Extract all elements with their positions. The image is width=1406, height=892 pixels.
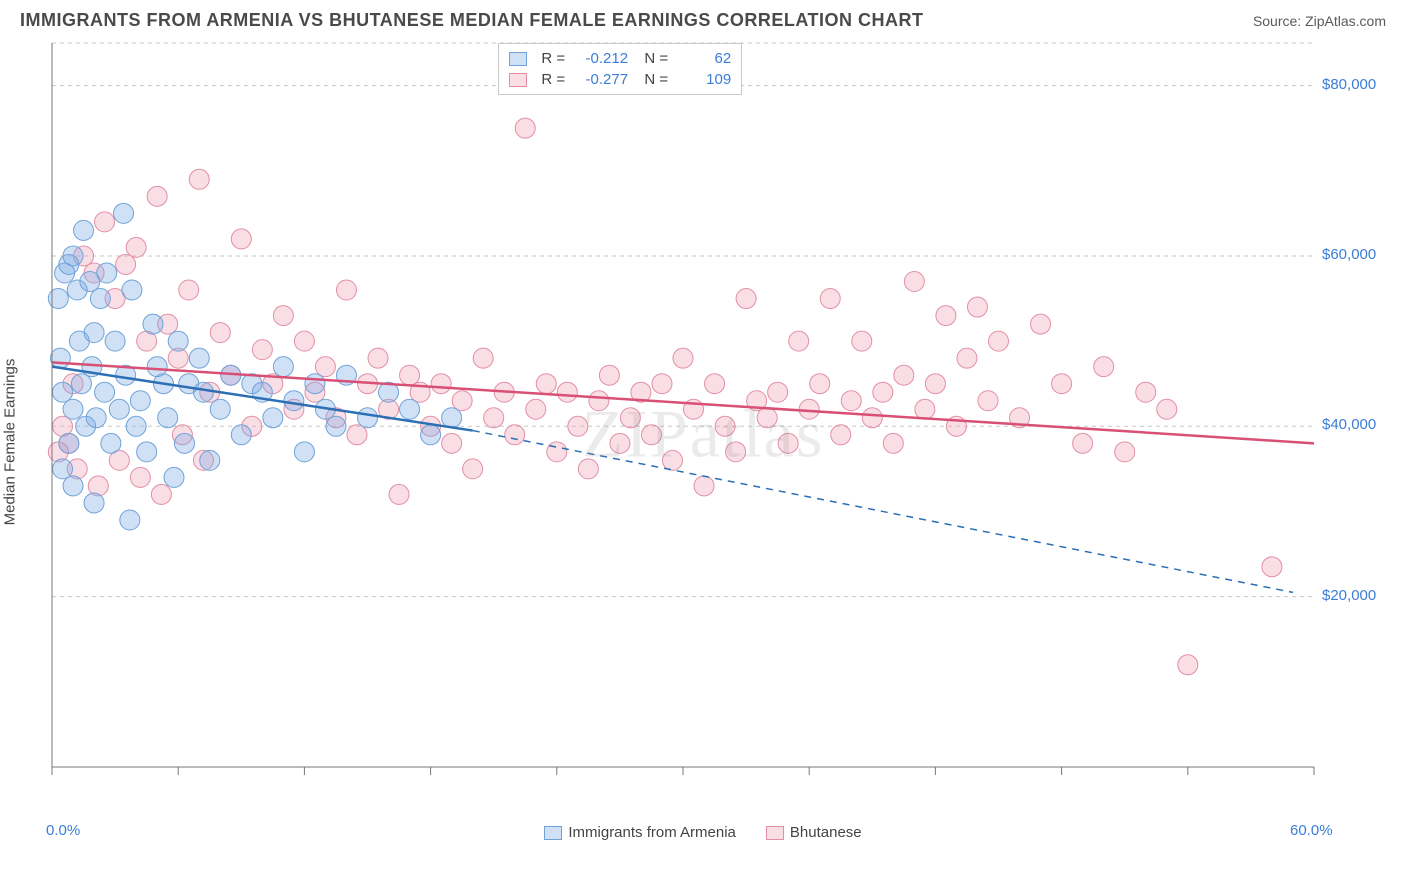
r-value-armenia: -0.212 [573,50,628,67]
legend-swatch-armenia [544,826,562,840]
swatch-armenia [509,52,527,66]
legend-label-armenia: Immigrants from Armenia [568,824,736,841]
y-axis-label: Median Female Earnings [2,359,19,526]
chart-header: IMMIGRANTS FROM ARMENIA VS BHUTANESE MED… [0,0,1406,37]
n-label: N = [636,71,668,88]
legend-label-bhutanese: Bhutanese [790,824,862,841]
r-label: R = [541,71,565,88]
r-value-bhutanese: -0.277 [573,71,628,88]
correlation-stats-box: R = -0.212 N = 62 R = -0.277 N = 109 [498,43,742,95]
legend-swatch-bhutanese [766,826,784,840]
y-tick-label: $40,000 [1322,416,1376,433]
source-value: ZipAtlas.com [1305,13,1386,29]
legend-item-armenia: Immigrants from Armenia [544,824,736,841]
stats-row-armenia: R = -0.212 N = 62 [509,48,731,69]
y-tick-label: $20,000 [1322,587,1376,604]
chart-title: IMMIGRANTS FROM ARMENIA VS BHUTANESE MED… [20,10,923,31]
axes [52,43,1314,775]
y-tick-label: $60,000 [1322,246,1376,263]
stats-row-bhutanese: R = -0.277 N = 109 [509,69,731,90]
scatter-chart-svg [44,37,1384,817]
gridlines [52,43,1314,597]
source-prefix: Source: [1253,13,1305,29]
legend-item-bhutanese: Bhutanese [766,824,862,841]
series-legend: Immigrants from Armenia Bhutanese [0,824,1406,841]
swatch-bhutanese [509,73,527,87]
n-label: N = [636,50,668,67]
n-value-armenia: 62 [676,50,731,67]
y-tick-label: $80,000 [1322,76,1376,93]
n-value-bhutanese: 109 [676,71,731,88]
source-attribution: Source: ZipAtlas.com [1253,13,1386,29]
r-label: R = [541,50,565,67]
series-bhutanese-points [48,118,1282,675]
trend-lines [52,362,1314,592]
chart-area: Median Female Earnings ZIPatlas R = -0.2… [0,37,1406,847]
